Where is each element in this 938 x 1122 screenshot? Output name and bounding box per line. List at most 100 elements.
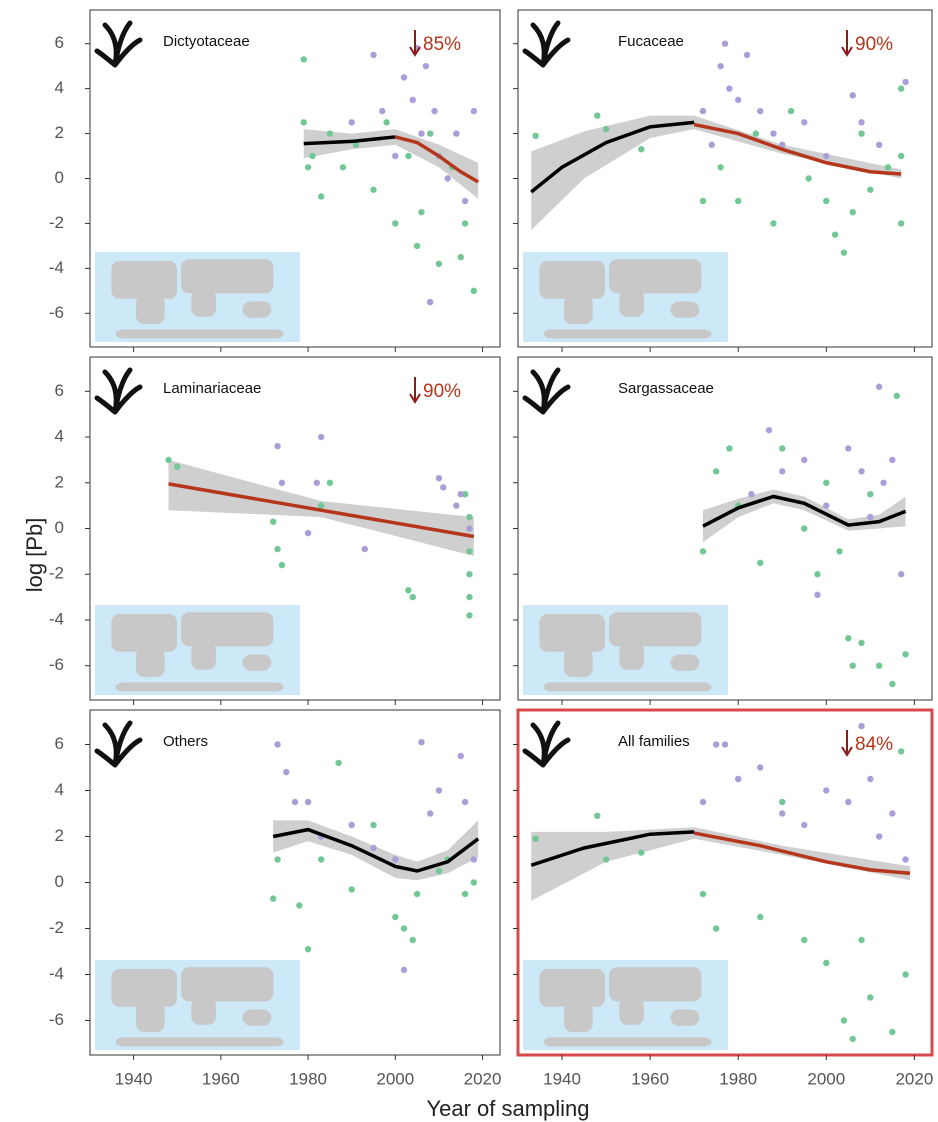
trend-arrow	[409, 377, 421, 404]
data-point	[823, 152, 830, 160]
confidence-band	[303, 129, 479, 199]
panel-title: Dictyotaceae	[163, 33, 250, 50]
data-point	[712, 741, 720, 748]
panel: -6 -4 -2 0 2 4 6 Laminariaceae 90%	[49, 356, 501, 705]
data-point	[849, 1035, 856, 1043]
x-tick-label: 1960	[631, 1069, 669, 1088]
data-point	[867, 186, 874, 193]
data-point	[779, 810, 786, 817]
data-point	[418, 130, 425, 137]
map-land	[242, 1009, 272, 1026]
data-point	[383, 119, 390, 126]
data-point	[897, 571, 905, 578]
data-point	[765, 426, 773, 434]
fit-line	[530, 120, 695, 194]
data-point	[317, 856, 325, 863]
data-point	[418, 739, 425, 746]
data-point	[278, 479, 286, 486]
trend-annotation: 85%	[423, 34, 461, 55]
data-point	[880, 479, 887, 486]
data-point	[435, 260, 443, 268]
fit-line	[272, 827, 480, 873]
map-land	[564, 1003, 593, 1032]
data-point	[884, 164, 892, 171]
map-land	[181, 259, 274, 294]
y-tick-label: -4	[49, 964, 64, 983]
map-land	[564, 648, 593, 677]
y-tick-label: 6	[55, 734, 64, 753]
data-point	[858, 936, 865, 944]
data-point	[348, 119, 355, 126]
fit-line	[702, 494, 907, 528]
data-point	[805, 175, 812, 182]
data-point	[466, 571, 473, 578]
panel-title: Laminariaceae	[163, 380, 261, 397]
y-tick-label: 6	[55, 381, 64, 400]
data-point	[867, 513, 874, 521]
data-point	[858, 119, 865, 126]
data-point	[849, 662, 856, 669]
data-point	[752, 130, 760, 137]
map-land	[619, 997, 644, 1025]
fit-line	[303, 135, 396, 146]
data-point	[466, 612, 473, 619]
panel: -6 -4 -2 0 2 4 6 Dictyotaceae 85%	[49, 9, 501, 352]
data-point	[867, 491, 874, 498]
data-point	[849, 92, 856, 99]
data-point	[836, 548, 843, 555]
data-point	[370, 51, 377, 59]
data-point	[858, 639, 865, 647]
data-point	[335, 759, 342, 767]
data-point	[638, 146, 645, 153]
data-point	[339, 164, 347, 171]
x-axis-label: Year of sampling	[426, 1096, 589, 1121]
data-point	[470, 856, 478, 863]
map-land	[609, 612, 702, 647]
seaweed-icon	[522, 367, 571, 415]
data-point	[370, 844, 377, 852]
map-land	[619, 642, 644, 670]
data-point	[453, 502, 460, 509]
data-point	[699, 798, 707, 806]
data-point	[457, 491, 464, 498]
map-land	[670, 654, 700, 671]
map-land	[619, 289, 644, 317]
trend-arrow	[409, 30, 421, 57]
data-point	[379, 107, 386, 115]
data-point	[743, 51, 751, 59]
data-point	[717, 62, 724, 70]
data-point	[413, 242, 421, 250]
y-tick-label: 0	[55, 168, 64, 187]
map-land	[191, 289, 216, 317]
data-point	[897, 152, 905, 160]
y-tick-label: 2	[55, 472, 64, 491]
y-tick-label: 0	[55, 872, 64, 891]
data-point	[461, 890, 469, 898]
data-point	[779, 468, 786, 475]
data-point	[269, 895, 277, 902]
trend-annotation: 90%	[855, 34, 893, 55]
data-point	[801, 821, 808, 829]
data-point	[801, 456, 808, 464]
seaweed-icon	[94, 20, 143, 68]
x-tick-label: 1960	[202, 1069, 240, 1088]
x-tick-label: 1940	[115, 1069, 153, 1088]
confidence-band	[531, 827, 910, 901]
data-point	[291, 798, 299, 806]
data-point	[897, 85, 905, 92]
data-point	[823, 959, 830, 967]
y-tick-label: 0	[55, 518, 64, 537]
data-point	[699, 107, 707, 115]
data-point	[875, 662, 883, 669]
data-point	[427, 298, 434, 306]
fit-line	[168, 482, 475, 539]
data-point	[418, 209, 425, 216]
map-land	[111, 261, 177, 299]
data-point	[897, 748, 905, 755]
map-land	[670, 301, 700, 318]
data-point	[457, 752, 464, 760]
data-point	[814, 591, 821, 599]
data-point	[748, 491, 755, 498]
data-point	[757, 764, 764, 771]
